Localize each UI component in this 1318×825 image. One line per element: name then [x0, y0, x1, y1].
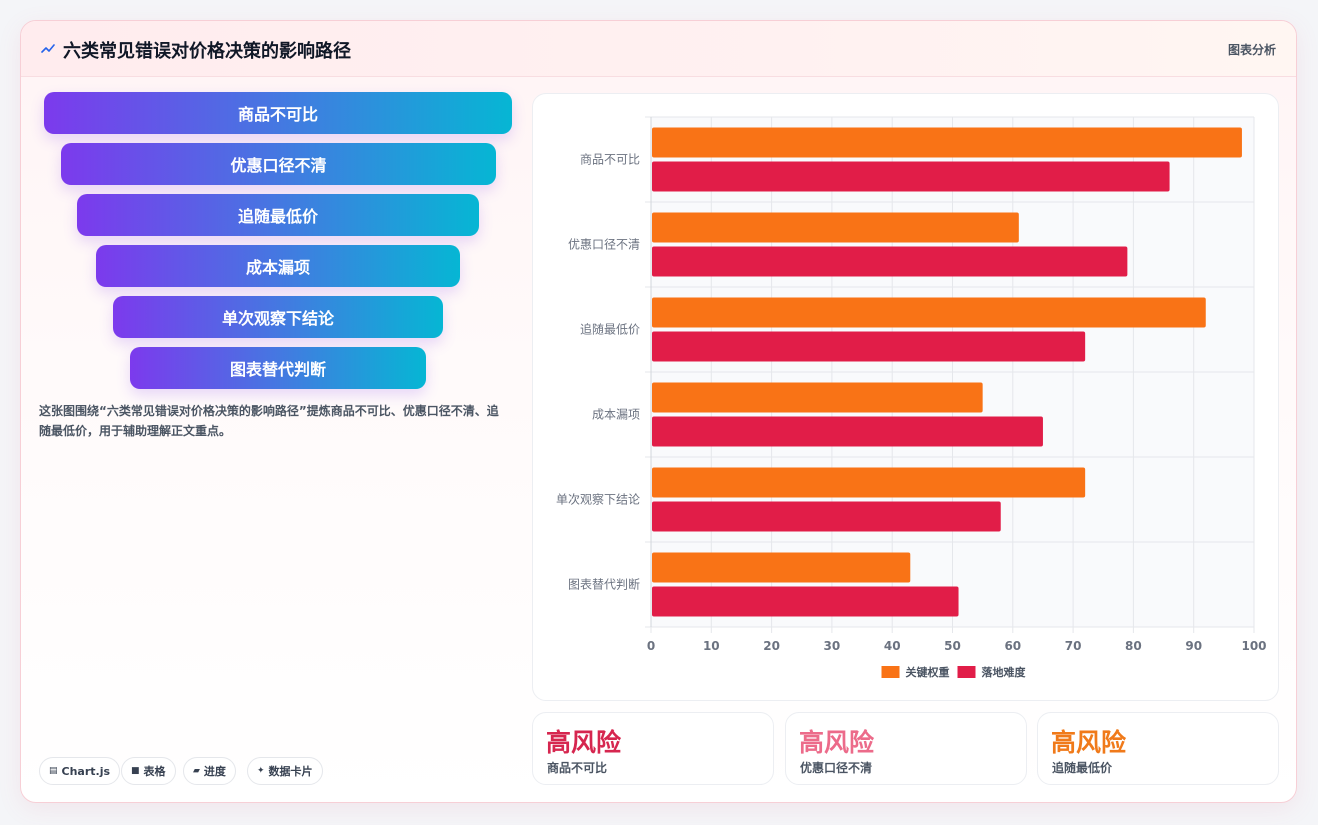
chip-label: 数据卡片 — [268, 765, 313, 778]
x-tick-label: 20 — [763, 639, 780, 653]
y-tick-label: 追随最低价 — [580, 322, 640, 337]
bar-chart: 0 10 20 30 40 50 60 70 80 90 100 商品不可比优惠口径不清追随最低价成本… — [556, 116, 1267, 679]
bar — [652, 382, 983, 413]
progress-icon: ▰ — [193, 766, 200, 776]
stat-label: 优惠口径不清 — [800, 761, 873, 775]
x-tick-label: 90 — [1185, 639, 1202, 653]
stat-value: 高风险 — [546, 728, 622, 757]
legend-swatch — [881, 666, 900, 678]
chip-label: 进度 — [203, 765, 226, 778]
legend-swatch — [957, 666, 976, 678]
stat-value: 高风险 — [1051, 728, 1127, 757]
header: 六类常见错误对价格决策的影响路径 图表分析 — [21, 21, 1296, 77]
main-card: 六类常见错误对价格决策的影响路径 图表分析 商品不可比 优惠口径不清 追随最低价… — [20, 20, 1297, 803]
chip-label: 表格 — [143, 765, 166, 778]
funnel-step: 追随最低价 — [77, 194, 479, 236]
x-tick-label: 10 — [703, 639, 720, 653]
legend-label: 落地难度 — [982, 665, 1027, 679]
bar — [652, 331, 1086, 362]
stat-card: 高风险 优惠口径不清 — [785, 712, 1027, 785]
chip-chartjs[interactable]: ▤ Chart.js — [39, 757, 121, 785]
bar — [652, 127, 1242, 158]
data-card-icon: ✦ — [257, 766, 265, 776]
stat-card: 高风险 追随最低价 — [1037, 712, 1279, 785]
x-tick-label: 40 — [884, 639, 901, 653]
x-tick-label: 100 — [1241, 639, 1266, 653]
y-tick-label: 商品不可比 — [580, 152, 640, 167]
stat-card: 高风险 商品不可比 — [532, 712, 774, 785]
bar — [652, 586, 959, 617]
x-tick-label: 0 — [647, 639, 655, 653]
stat-label: 商品不可比 — [547, 761, 608, 775]
x-tick-label: 50 — [944, 639, 961, 653]
bar — [652, 297, 1206, 328]
bar — [652, 416, 1043, 447]
chip-table[interactable]: ■ 表格 — [121, 757, 176, 785]
x-tick-label: 30 — [824, 639, 841, 653]
stat-value: 高风险 — [799, 728, 875, 757]
legend-label: 关键权重 — [906, 665, 950, 679]
table-icon: ■ — [131, 766, 140, 776]
bar — [652, 467, 1086, 498]
chip-progress[interactable]: ▰ 进度 — [183, 757, 236, 785]
x-tick-label: 70 — [1065, 639, 1082, 653]
y-tick-label: 优惠口径不清 — [568, 238, 640, 252]
y-tick-label: 单次观察下结论 — [556, 493, 640, 507]
bar — [652, 161, 1170, 192]
chip-label: Chart.js — [61, 764, 111, 778]
page-title: 六类常见错误对价格决策的影响路径 — [63, 41, 351, 62]
funnel-step: 商品不可比 — [44, 92, 512, 134]
funnel-step: 图表替代判断 — [130, 347, 426, 389]
chart-icon: ▤ — [49, 766, 58, 776]
sparkline-icon — [41, 44, 55, 53]
header-tag: 图表分析 — [1227, 43, 1276, 57]
x-tick-label: 60 — [1004, 639, 1021, 653]
bar — [652, 552, 911, 583]
stat-label: 追随最低价 — [1052, 761, 1113, 775]
y-tick-label: 图表替代判断 — [568, 577, 640, 592]
chart-panel: 0 10 20 30 40 50 60 70 80 90 100 商品不可比优惠口径不清追随最低价成本… — [532, 93, 1279, 701]
funnel-step: 单次观察下结论 — [113, 296, 443, 338]
x-tick-label: 80 — [1125, 639, 1142, 653]
bar — [652, 246, 1128, 277]
bar — [652, 212, 1019, 243]
bar — [652, 501, 1001, 532]
funnel-step: 成本漏项 — [96, 245, 460, 287]
funnel-step: 优惠口径不清 — [61, 143, 496, 185]
description: 这张图围绕“六类常见错误对价格决策的影响路径”提炼商品不可比、优惠口径不清、追随… — [39, 404, 499, 438]
chip-data-card[interactable]: ✦ 数据卡片 — [247, 757, 323, 785]
y-tick-label: 成本漏项 — [592, 408, 640, 422]
